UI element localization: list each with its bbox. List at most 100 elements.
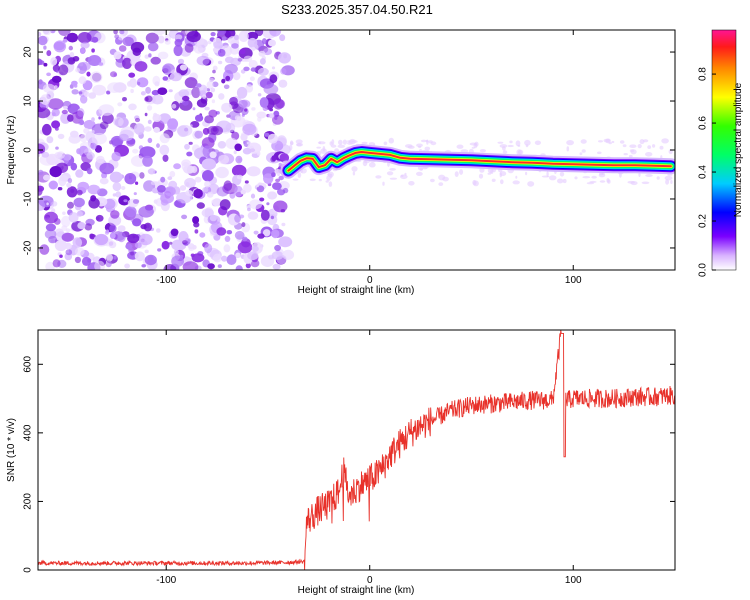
noise-speckle: [77, 222, 86, 230]
noise-speckle: [259, 97, 269, 108]
noise-speckle: [245, 263, 251, 269]
noise-speckle: [225, 75, 231, 82]
noise-speckle: [534, 140, 542, 146]
noise-speckle: [66, 32, 78, 43]
noise-speckle: [72, 237, 83, 248]
noise-speckle: [79, 47, 86, 54]
noise-speckle: [659, 145, 664, 150]
noise-speckle: [295, 139, 303, 144]
noise-speckle: [182, 240, 188, 245]
noise-speckle: [200, 96, 208, 104]
noise-speckle: [113, 255, 117, 260]
noise-speckle: [51, 120, 61, 129]
noise-speckle: [119, 129, 134, 141]
noise-speckle: [170, 228, 179, 237]
noise-speckle: [88, 197, 100, 209]
noise-speckle: [157, 51, 169, 60]
noise-speckle: [249, 76, 255, 81]
noise-speckle: [117, 102, 123, 107]
noise-speckle: [73, 84, 78, 88]
noise-speckle: [292, 178, 299, 181]
noise-speckle: [127, 81, 132, 87]
noise-speckle: [156, 143, 160, 148]
noise-speckle: [479, 167, 485, 173]
noise-speckle: [169, 170, 176, 178]
noise-speckle: [400, 174, 404, 177]
noise-speckle: [256, 184, 259, 188]
noise-speckle: [603, 138, 611, 143]
noise-speckle: [416, 143, 423, 148]
noise-speckle: [212, 65, 218, 71]
noise-speckle: [548, 175, 557, 181]
noise-speckle: [75, 110, 84, 120]
noise-speckle: [259, 197, 265, 202]
noise-speckle: [212, 69, 216, 74]
noise-speckle: [122, 57, 132, 69]
noise-speckle: [389, 177, 398, 180]
noise-speckle: [499, 171, 507, 177]
noise-speckle: [274, 169, 282, 175]
colorbar-tick-label: 0.6: [698, 116, 709, 130]
noise-speckle: [49, 166, 62, 178]
noise-speckle: [639, 139, 645, 145]
noise-speckle: [290, 141, 294, 145]
noise-speckle: [69, 52, 75, 58]
noise-speckle: [559, 171, 565, 177]
noise-speckle: [246, 31, 259, 41]
noise-speckle: [87, 55, 102, 66]
noise-speckle: [236, 174, 243, 180]
noise-speckle: [218, 154, 230, 165]
noise-speckle: [152, 114, 162, 122]
noise-speckle: [38, 185, 45, 192]
noise-speckle: [110, 71, 117, 78]
noise-speckle: [328, 181, 333, 187]
noise-speckle: [132, 218, 142, 227]
noise-speckle: [661, 138, 669, 144]
noise-speckle: [316, 146, 322, 149]
noise-speckle: [430, 178, 435, 183]
noise-speckle: [257, 93, 262, 97]
noise-speckle: [90, 71, 103, 83]
y-tick-label: 0: [23, 147, 34, 153]
noise-speckle: [479, 149, 486, 153]
noise-speckle: [272, 263, 281, 270]
noise-speckle: [136, 77, 149, 88]
noise-speckle: [76, 210, 84, 217]
noise-speckle: [181, 214, 188, 220]
noise-speckle: [38, 35, 48, 46]
noise-speckle: [118, 45, 127, 52]
noise-speckle: [154, 81, 160, 87]
noise-speckle: [224, 63, 238, 74]
noise-speckle: [157, 35, 165, 44]
noise-speckle: [132, 148, 139, 154]
noise-speckle: [134, 251, 145, 262]
noise-speckle: [270, 215, 274, 220]
noise-speckle: [515, 175, 518, 179]
noise-speckle: [388, 137, 394, 144]
noise-speckle: [279, 153, 290, 163]
noise-speckle: [424, 146, 431, 151]
noise-speckle: [629, 144, 637, 148]
noise-speckle: [55, 69, 60, 74]
noise-speckle: [288, 144, 293, 151]
noise-speckle: [153, 30, 166, 36]
noise-speckle: [243, 66, 250, 72]
noise-speckle: [48, 235, 58, 244]
noise-speckle: [282, 187, 289, 194]
noise-speckle: [113, 116, 124, 127]
noise-speckle: [263, 173, 274, 185]
x-tick-label: 0: [367, 575, 373, 586]
noise-speckle: [94, 145, 102, 153]
noise-speckle: [173, 200, 182, 207]
noise-speckle: [420, 139, 427, 143]
noise-speckle: [459, 169, 464, 175]
noise-speckle: [269, 30, 282, 37]
noise-speckle: [202, 94, 207, 99]
noise-speckle: [95, 214, 104, 222]
noise-speckle: [144, 54, 150, 59]
noise-speckle: [199, 232, 206, 238]
noise-speckle: [638, 172, 641, 178]
noise-speckle: [62, 211, 66, 215]
noise-speckle: [268, 113, 275, 119]
noise-speckle: [141, 264, 146, 268]
